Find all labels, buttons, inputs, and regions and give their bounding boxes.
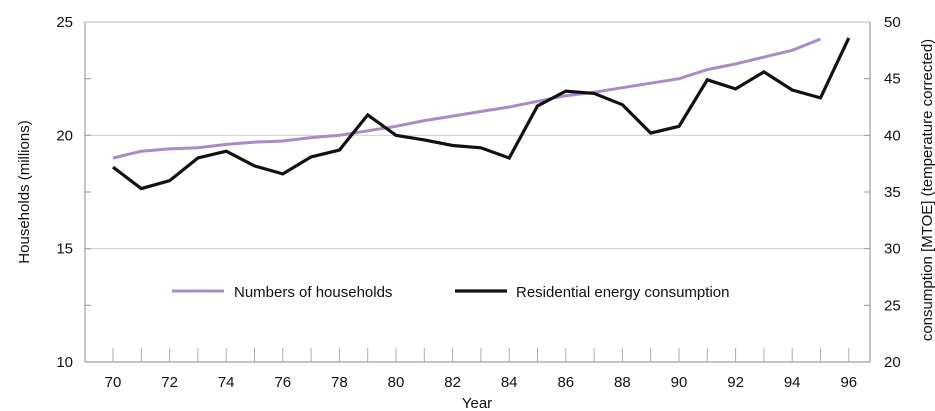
y-axis-title-right: consumption [MTOE] (temperature correcte… xyxy=(919,39,935,341)
y-tick-label-right: 45 xyxy=(884,71,901,88)
y-tick-label-left: 20 xyxy=(56,127,73,144)
x-tick-label: 78 xyxy=(331,374,348,391)
y-tick-label-left: 10 xyxy=(56,354,73,371)
y-tick-label-right: 40 xyxy=(884,127,901,144)
x-tick-label: 88 xyxy=(614,374,631,391)
x-tick-label: 86 xyxy=(557,374,574,391)
x-tick-label: 92 xyxy=(727,374,744,391)
y-axis-title-left: Households (millions) xyxy=(16,120,33,263)
x-tick-label: 70 xyxy=(105,374,122,391)
y-tick-label-left: 25 xyxy=(56,14,73,31)
x-tick-label: 72 xyxy=(161,374,178,391)
y-tick-label-right: 50 xyxy=(884,14,901,31)
x-tick-label: 84 xyxy=(501,374,518,391)
x-tick-label: 82 xyxy=(444,374,461,391)
x-tick-label: 74 xyxy=(218,374,235,391)
x-tick-label: 80 xyxy=(388,374,405,391)
x-axis-title: Year xyxy=(462,395,492,411)
tick-labels: 70 72 74 76 78 80 82 84 86 88 90 92 94 96 10 15 20 25 20 25… xyxy=(56,14,900,391)
y-tick-label-right: 25 xyxy=(884,297,901,314)
x-tick-label: 76 xyxy=(274,374,291,391)
energy-consumption-line xyxy=(112,37,851,191)
legend-label-households: Numbers of households xyxy=(234,284,392,301)
axes xyxy=(84,21,871,363)
series-lines xyxy=(112,37,851,191)
x-tick-label: 94 xyxy=(784,374,801,391)
grid-lines xyxy=(85,21,870,363)
x-tick-label: 96 xyxy=(840,374,857,391)
y-tick-label-left: 15 xyxy=(56,241,73,258)
legend-label-energy: Residential energy consumption xyxy=(516,284,729,301)
y-tick-label-right: 35 xyxy=(884,184,901,201)
y-tick-label-right: 20 xyxy=(884,354,901,371)
households-line xyxy=(112,37,822,160)
legend: Numbers of households Residential energy… xyxy=(172,284,729,301)
y-tick-label-right: 30 xyxy=(884,241,901,258)
x-tick-label: 90 xyxy=(671,374,688,391)
